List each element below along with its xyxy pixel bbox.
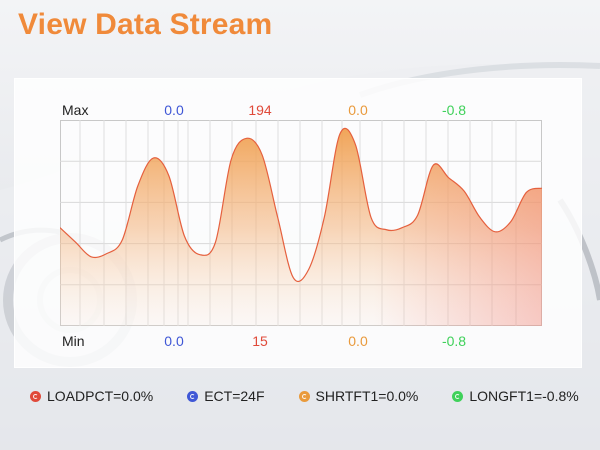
min-value-ect: 0.0: [164, 333, 184, 349]
legend-label: LONGFT1=-0.8%: [469, 388, 579, 404]
min-value-loadpct: 15: [252, 333, 268, 349]
legend-item-shrtft1[interactable]: SHRTFT1=0.0%: [298, 388, 419, 404]
max-value-shrtft1: 0.0: [348, 102, 368, 118]
max-value-ect: 0.0: [164, 102, 184, 118]
data-stream-chart: [60, 120, 542, 326]
max-value-loadpct: 194: [248, 102, 272, 118]
series-area-tint: [60, 128, 542, 326]
min-value-shrtft1: 0.0: [348, 333, 368, 349]
legend-label: ECT=24F: [204, 388, 265, 404]
legend-label: LOADPCT=0.0%: [47, 388, 154, 404]
sensor-dot-icon: [30, 390, 41, 402]
sensor-dot-icon: [298, 390, 310, 402]
sensor-dot-icon: [187, 390, 199, 402]
legend-label: SHRTFT1=0.0%: [315, 388, 419, 404]
legend-item-longft1[interactable]: LONGFT1=-0.8%: [452, 388, 579, 404]
min-label: Min: [62, 333, 85, 349]
series-line: [60, 127, 542, 282]
max-value-longft1: -0.8: [441, 102, 467, 118]
sensor-dot-icon: [452, 390, 464, 402]
min-value-longft1: -0.8: [441, 333, 467, 349]
legend-item-ect[interactable]: ECT=24F: [187, 388, 265, 404]
sensor-legend: LOADPCT=0.0% ECT=24F SHRTFT1=0.0% LONGFT…: [30, 386, 580, 406]
max-label: Max: [62, 102, 89, 118]
legend-item-loadpct[interactable]: LOADPCT=0.0%: [30, 388, 153, 404]
page-title: View Data Stream: [18, 8, 273, 41]
